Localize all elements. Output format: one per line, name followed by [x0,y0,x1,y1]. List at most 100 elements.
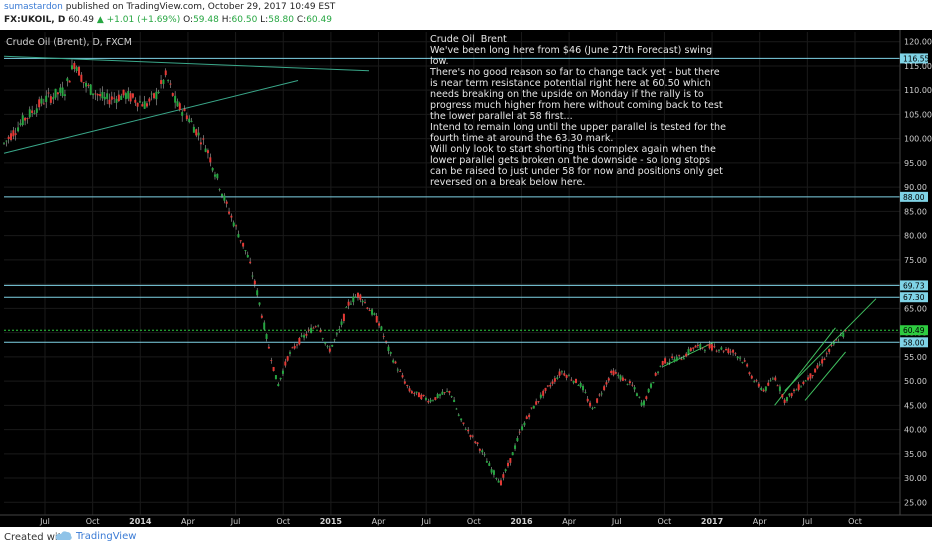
candle-body [657,371,660,373]
candle-body [764,386,767,391]
candle-body [795,389,798,391]
candle-body [321,338,324,339]
candle-body [342,313,345,322]
candle-body [717,349,720,351]
candle-body [652,382,655,384]
candle-body [249,261,252,264]
candle-body [204,148,207,152]
candle-body [504,469,507,472]
level-label: 116.55 [903,54,929,63]
candle-body [621,377,624,381]
trend-line [3,79,299,154]
candle-body [593,407,596,409]
candle-body [823,358,826,360]
price-tick-label: 65.00 [904,304,927,313]
candle-body [565,375,568,378]
candle-body [579,382,582,387]
candle-body [89,84,92,95]
candle-body [389,352,392,354]
price-tick-label: 80.00 [904,232,927,241]
candle-body [113,97,116,99]
candle-body [727,348,730,354]
price-tick-label: 40.00 [904,426,927,435]
candle-body [762,389,765,392]
candle-body [603,386,606,391]
candle-body [110,96,113,100]
candle-body [131,93,134,98]
price-axis[interactable]: 120.00 115.00 110.00 105.00 100.00 95.00 90.00… [904,38,932,508]
candle-body [52,97,55,100]
candle-body [474,441,477,443]
close-label: C: [296,15,307,25]
publish-header: sumastardon published on TradingView.com… [0,0,932,30]
open-value: 59.48 [193,15,219,25]
candle-body [47,92,50,94]
candle-body [349,303,352,305]
candle-body [725,349,728,351]
candle-body [54,88,57,98]
candle-body [413,393,416,394]
candle-body [701,347,704,349]
level-label-box [900,337,928,348]
analysis-note[interactable]: Crude Oil Brent We've been long here from… [430,34,730,188]
level-label-box [900,53,928,64]
time-tick-label: Jul [611,517,622,526]
candle-body [284,361,287,366]
candle-body [553,378,556,382]
candle-body [178,103,181,110]
candle-body [385,340,388,342]
time-tick-label: Jul [230,517,241,526]
high-label: H: [221,15,232,25]
candle-body [347,301,350,306]
candle-body [722,350,725,352]
tradingview-brand[interactable]: TradingView [55,530,136,542]
candle-body [462,422,465,424]
candle-body [333,339,336,341]
candle-body [127,91,130,99]
candle-body [441,391,444,395]
candle-body [535,401,538,405]
candle-body [5,140,8,142]
published-text: published on TradingView.com, October 29… [62,2,336,12]
candle-body [734,353,737,355]
candle-body [661,360,664,365]
candle-body [162,79,165,84]
candle-body [263,322,266,330]
level-price-labels: 116.55 88.00 69.73 67.30 60.49 58.00 [900,53,929,348]
candle-body [614,372,617,374]
candle-body [78,66,81,76]
candle-body [825,353,828,355]
candle-body [256,290,259,296]
candle-body [488,463,491,466]
time-tick-label: Oct [848,517,862,526]
price-tick-label: 105.00 [904,110,932,119]
candle-body [312,327,315,329]
candle-body [706,344,709,346]
candle-body [776,385,779,387]
candle-body [567,375,570,377]
candle-body [659,365,662,367]
candle-body [689,348,692,351]
price-chart[interactable]: 120.00 115.00 110.00 105.00 100.00 95.00 90.00… [0,30,932,527]
time-tick-label: Apr [562,517,577,526]
candle-body [106,93,109,99]
trend-line [3,55,370,72]
candle-body [326,346,329,348]
candle-body [288,352,291,354]
candle-body [310,327,313,334]
candle-body [206,150,209,154]
candle-body [708,343,711,349]
candle-body [743,360,746,362]
candle-body [375,315,378,323]
candle-body [244,250,247,252]
candle-body [713,346,716,348]
candle-body [63,94,66,96]
time-axis[interactable]: Jul Oct 2014 Apr Jul Oct 2015 Apr Jul Oct 2016 Apr J… [39,517,862,526]
candle-body [483,454,486,456]
candle-body [668,361,671,363]
price-tick-label: 55.00 [904,353,927,362]
note-title: Crude Oil Brent [430,34,507,45]
candle-body [103,96,106,100]
candle-body [373,313,376,315]
author-link[interactable]: sumastardon [4,2,63,12]
